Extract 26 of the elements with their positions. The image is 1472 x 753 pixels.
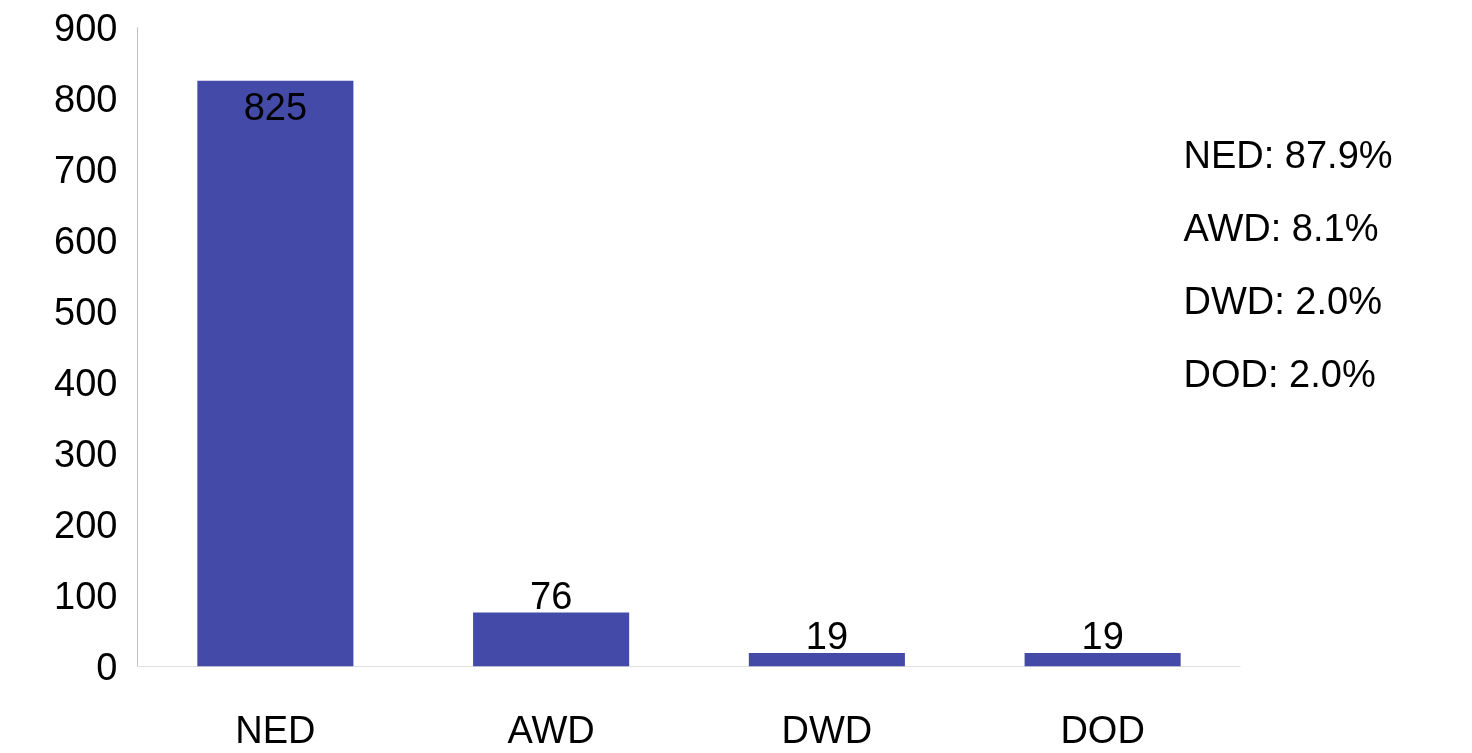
x-tick-label: NED [235,708,316,751]
y-tick-label: 200 [54,504,118,546]
y-tick-label: 100 [54,575,118,617]
bar [748,653,905,667]
bar [197,80,354,667]
y-tick-label: 300 [54,433,118,475]
bar [1024,653,1181,667]
annotation: DWD: 2.0% [1183,279,1382,322]
y-tick-label: 800 [54,78,118,120]
annotation: NED: 87.9% [1183,133,1393,176]
y-tick-label: 600 [54,220,118,262]
bar [473,612,630,667]
y-tick-label: 0 [96,646,118,688]
y-tick-label: 900 [54,7,118,49]
annotation: AWD: 8.1% [1183,206,1379,249]
annotation: DOD: 2.0% [1183,352,1376,395]
data-label: 825 [243,85,308,128]
data-label: 19 [805,615,849,658]
x-tick-label: DOD [1060,708,1145,751]
y-tick-label: 700 [54,149,118,191]
y-tick-label: 500 [54,291,118,333]
x-tick-label: DWD [781,708,873,751]
y-tick-label: 400 [54,362,118,404]
data-label: 19 [1081,615,1124,658]
data-label: 76 [529,574,573,617]
x-tick-label: AWD [507,708,595,751]
